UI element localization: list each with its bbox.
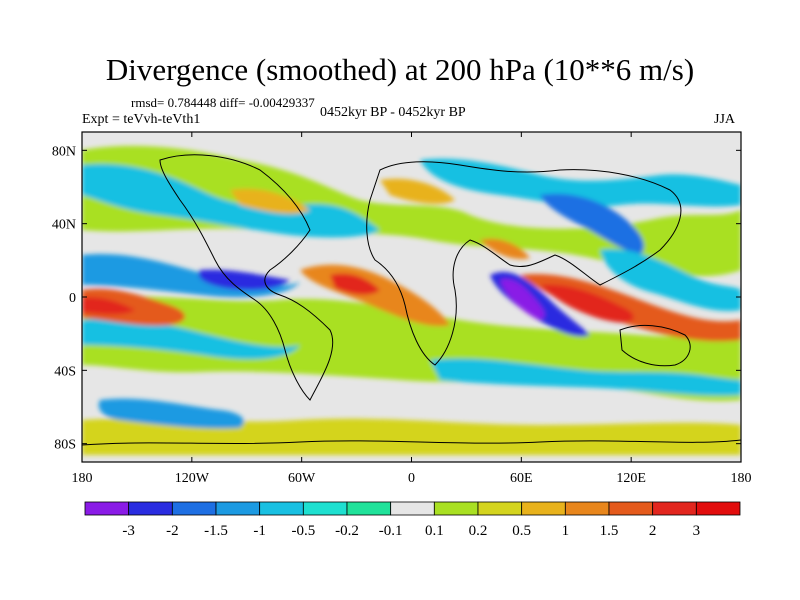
contour-cyan-spac [82,318,300,360]
y-tick-label: 80S [54,438,76,453]
period-label: 0452kyr BP - 0452kyr BP [320,105,466,120]
contour-purple-io [500,279,545,320]
contour-blue-sopac [98,398,244,429]
x-tick-label: 60W [288,471,316,486]
colorbar-label: -0.1 [379,523,403,539]
map-title: Divergence (smoothed) at 200 hPa (10**6 … [105,52,695,87]
x-tick-label: 180 [72,471,93,486]
colorbar-box [608,501,654,516]
colorbar-box [695,501,741,516]
colorbar-label: 0.5 [512,523,531,539]
colorbar-label: 3 [693,523,701,539]
contour-red-io [540,284,634,323]
colorbar: -3 -2 -1.5 -1 -0.5 -0.2 -0.1 0.1 0.2 0.5 1 1.5 2 3 [84,501,741,539]
coastlines [82,154,741,446]
afro-eurasia-coastline [366,161,682,366]
x-tick-label: 180 [731,471,752,486]
colorbar-box [521,501,566,516]
colorbar-label: 0.2 [469,523,488,539]
contour-blue-asia [540,193,644,255]
colorbar-box [259,501,304,516]
stats-label: rmsd= 0.784448 diff= -0.00429337 [131,95,315,110]
colorbar-label: -1.5 [204,523,228,539]
colorbar-label: -0.2 [335,523,359,539]
x-tick-label: 120E [616,471,646,486]
colorbar-label: 0.1 [425,523,444,539]
y-tick-label: 0 [69,291,76,306]
colorbar-box [171,501,217,516]
season-label: JJA [714,112,736,127]
contour-green-north [82,145,741,277]
colorbar-box [564,501,610,516]
contour-red-pac [82,297,135,315]
colorbar-box [346,501,392,516]
contour-darkblue-cam [198,269,290,290]
australia-coastline [619,325,691,367]
americas-coastline [159,154,334,401]
colorbar-box [477,501,523,516]
contour-cyan-wpac [600,249,741,311]
colorbar-box [652,501,697,516]
colorbar-label: -2 [166,523,179,539]
contour-yellow-eu [380,178,455,204]
colorbar-box [215,501,261,516]
colorbar-box [433,501,479,516]
contour-orange-pac [82,288,185,326]
colorbar-label: -3 [122,523,135,539]
divergence-contours [82,145,741,455]
colorbar-label: 2 [649,523,657,539]
y-tick-label: 40S [54,364,76,379]
colorbar-box [128,501,173,516]
y-tick-label: 40N [52,218,76,233]
colorbar-label: 1.5 [600,523,619,539]
contour-yellow-na [230,188,310,214]
colorbar-label: 1 [562,523,570,539]
colorbar-label: -1 [253,523,266,539]
antarctica-coastline [82,439,741,446]
contour-orange-arabia [480,238,530,260]
contour-cyan-npac [82,164,380,238]
contour-cyan-so [430,358,741,396]
colorbar-box [390,501,435,516]
map-field [82,132,741,462]
colorbar-box [302,501,348,516]
x-tick-label: 0 [408,471,415,486]
colorbar-box [84,501,130,516]
colorbar-label: -0.5 [291,523,315,539]
x-tick-label: 60E [510,471,533,486]
x-tick-label: 120W [175,471,210,486]
contour-yellow-antarctic [82,418,741,455]
contour-red-atl [330,273,380,295]
experiment-label: Expt = teVvh-teVth1 [82,112,201,127]
y-axis: 80N 40N 0 40S 80S [52,144,741,453]
y-tick-label: 80N [52,144,76,159]
x-axis: 180 120W 60W 0 60E 120E 180 [72,132,752,486]
